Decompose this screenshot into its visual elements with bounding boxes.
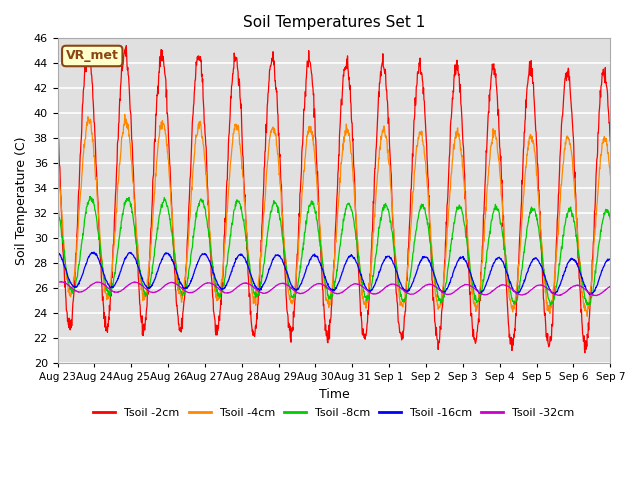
Tsoil -2cm [492, 81, 500, 86]
Line: Tsoil -32cm: Tsoil -32cm [58, 282, 611, 296]
Tsoil -2cm [177, 324, 185, 330]
Tsoil -16cm [177, 280, 185, 286]
X-axis label: Time: Time [319, 388, 349, 401]
Tsoil -2cm [239, 152, 246, 158]
Title: Soil Temperatures Set 1: Soil Temperatures Set 1 [243, 15, 425, 30]
Tsoil -4cm [492, 136, 500, 142]
Tsoil -4cm [121, 111, 129, 117]
Tsoil -16cm [586, 292, 593, 298]
Tsoil -2cm [54, 117, 61, 123]
Tsoil -4cm [54, 151, 61, 156]
Tsoil -32cm [607, 284, 614, 289]
Line: Tsoil -8cm: Tsoil -8cm [58, 196, 611, 305]
Tsoil -2cm [607, 138, 614, 144]
Tsoil -4cm [584, 313, 591, 319]
Tsoil -16cm [607, 256, 614, 262]
Tsoil -32cm [164, 281, 172, 287]
Tsoil -16cm [541, 273, 548, 279]
Tsoil -8cm [54, 206, 61, 212]
Tsoil -8cm [239, 215, 246, 220]
Tsoil -4cm [420, 144, 428, 150]
Tsoil -16cm [420, 254, 428, 260]
Tsoil -16cm [239, 253, 246, 259]
Tsoil -2cm [420, 97, 428, 103]
Tsoil -32cm [541, 284, 548, 289]
Tsoil -32cm [177, 285, 185, 290]
Tsoil -32cm [420, 284, 428, 289]
Tsoil -8cm [541, 275, 548, 281]
Line: Tsoil -16cm: Tsoil -16cm [58, 252, 611, 295]
Tsoil -16cm [54, 249, 62, 255]
Tsoil -16cm [492, 256, 500, 262]
Tsoil -32cm [492, 285, 500, 291]
Tsoil -2cm [581, 350, 589, 356]
Tsoil -2cm [122, 43, 130, 48]
Tsoil -4cm [607, 172, 614, 178]
Tsoil -8cm [607, 216, 614, 222]
Tsoil -2cm [164, 110, 172, 116]
Legend: Tsoil -2cm, Tsoil -4cm, Tsoil -8cm, Tsoil -16cm, Tsoil -32cm: Tsoil -2cm, Tsoil -4cm, Tsoil -8cm, Tsoi… [89, 404, 579, 422]
Tsoil -2cm [541, 310, 548, 316]
Text: VR_met: VR_met [66, 49, 118, 62]
Line: Tsoil -4cm: Tsoil -4cm [58, 114, 611, 316]
Tsoil -32cm [239, 280, 246, 286]
Y-axis label: Soil Temperature (C): Soil Temperature (C) [15, 136, 28, 265]
Tsoil -32cm [58, 279, 65, 285]
Tsoil -4cm [177, 294, 185, 300]
Tsoil -8cm [420, 206, 428, 212]
Line: Tsoil -2cm: Tsoil -2cm [58, 46, 611, 353]
Tsoil -8cm [177, 288, 185, 294]
Tsoil -32cm [593, 293, 600, 299]
Tsoil -32cm [54, 280, 61, 286]
Tsoil -4cm [541, 279, 548, 285]
Tsoil -8cm [86, 193, 93, 199]
Tsoil -16cm [54, 249, 61, 255]
Tsoil -8cm [164, 203, 172, 209]
Tsoil -16cm [164, 251, 172, 256]
Tsoil -4cm [239, 173, 246, 179]
Tsoil -8cm [492, 207, 500, 213]
Tsoil -4cm [164, 150, 172, 156]
Tsoil -8cm [547, 302, 554, 308]
